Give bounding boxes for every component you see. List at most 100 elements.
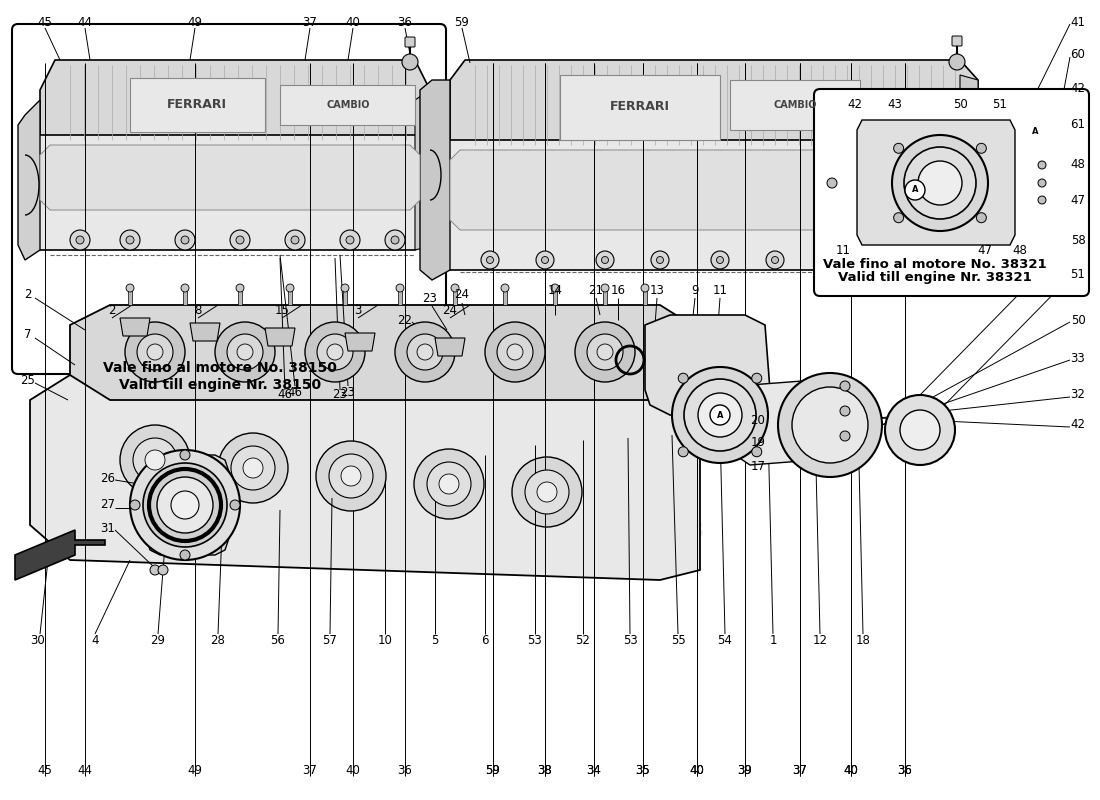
Text: 35: 35 xyxy=(636,763,650,777)
Circle shape xyxy=(341,284,349,292)
Polygon shape xyxy=(857,120,1015,245)
Text: CAMBIO: CAMBIO xyxy=(773,100,816,110)
Circle shape xyxy=(158,565,168,575)
Polygon shape xyxy=(70,305,700,400)
Text: 37: 37 xyxy=(793,763,807,777)
Circle shape xyxy=(143,463,227,547)
Text: 42: 42 xyxy=(1070,418,1086,431)
Circle shape xyxy=(891,257,899,263)
Circle shape xyxy=(710,405,730,425)
Circle shape xyxy=(230,230,250,250)
Text: eurosparts: eurosparts xyxy=(535,516,705,544)
Polygon shape xyxy=(730,80,860,130)
Circle shape xyxy=(316,441,386,511)
Circle shape xyxy=(138,334,173,370)
Circle shape xyxy=(832,257,838,263)
Text: 61: 61 xyxy=(1070,118,1086,131)
Circle shape xyxy=(439,474,459,494)
Polygon shape xyxy=(280,85,415,125)
Circle shape xyxy=(679,374,689,383)
Circle shape xyxy=(395,322,455,382)
Circle shape xyxy=(551,284,559,292)
Text: 47: 47 xyxy=(1070,194,1086,206)
Polygon shape xyxy=(453,290,456,305)
Text: A: A xyxy=(717,410,724,419)
Circle shape xyxy=(641,284,649,292)
Polygon shape xyxy=(130,78,265,132)
Circle shape xyxy=(892,135,988,231)
Polygon shape xyxy=(398,290,402,305)
Circle shape xyxy=(904,147,976,219)
Text: 45: 45 xyxy=(37,15,53,29)
Circle shape xyxy=(512,457,582,527)
Text: A: A xyxy=(912,186,918,194)
Polygon shape xyxy=(450,150,965,230)
Circle shape xyxy=(120,230,140,250)
Circle shape xyxy=(575,322,635,382)
Text: eurosparts: eurosparts xyxy=(535,416,705,444)
Polygon shape xyxy=(128,290,132,305)
Circle shape xyxy=(417,344,433,360)
Circle shape xyxy=(243,458,263,478)
Text: 36: 36 xyxy=(898,763,912,777)
Circle shape xyxy=(672,367,768,463)
Circle shape xyxy=(597,344,613,360)
Text: 29: 29 xyxy=(151,634,165,646)
Circle shape xyxy=(771,257,779,263)
Polygon shape xyxy=(288,290,292,305)
Circle shape xyxy=(236,284,244,292)
Circle shape xyxy=(70,230,90,250)
Circle shape xyxy=(711,251,729,269)
Polygon shape xyxy=(450,60,978,150)
Text: 34: 34 xyxy=(586,763,602,777)
Text: 16: 16 xyxy=(610,283,626,297)
Circle shape xyxy=(145,450,165,470)
Text: 36: 36 xyxy=(397,763,412,777)
Text: 51: 51 xyxy=(1070,269,1086,282)
Circle shape xyxy=(130,450,240,560)
Text: 24: 24 xyxy=(454,289,470,302)
Text: 5: 5 xyxy=(431,634,439,646)
Text: 40: 40 xyxy=(690,763,704,777)
Text: 3: 3 xyxy=(354,303,362,317)
Circle shape xyxy=(1038,161,1046,169)
Circle shape xyxy=(949,54,965,70)
Text: 41: 41 xyxy=(1070,15,1086,29)
Circle shape xyxy=(936,257,944,263)
Circle shape xyxy=(385,230,405,250)
Polygon shape xyxy=(183,290,187,305)
Circle shape xyxy=(126,284,134,292)
Circle shape xyxy=(536,251,554,269)
Text: 11: 11 xyxy=(836,243,850,257)
Text: 59: 59 xyxy=(485,763,501,777)
Text: 56: 56 xyxy=(271,634,285,646)
Text: 59: 59 xyxy=(454,15,470,29)
Text: 50: 50 xyxy=(953,98,967,111)
Text: 2: 2 xyxy=(24,289,32,302)
Polygon shape xyxy=(560,75,720,140)
Text: 45: 45 xyxy=(37,763,53,777)
Text: 49: 49 xyxy=(187,763,202,777)
Text: 52: 52 xyxy=(575,634,591,646)
Text: 30: 30 xyxy=(31,634,45,646)
Circle shape xyxy=(1038,196,1046,204)
Text: 55: 55 xyxy=(671,634,685,646)
Circle shape xyxy=(792,387,868,463)
Text: 40: 40 xyxy=(345,15,361,29)
Text: A: A xyxy=(1032,127,1038,137)
Circle shape xyxy=(1002,137,1018,153)
Text: 23: 23 xyxy=(341,386,355,398)
Circle shape xyxy=(236,344,253,360)
Circle shape xyxy=(601,284,609,292)
Circle shape xyxy=(684,379,756,451)
Text: 42: 42 xyxy=(1070,82,1086,94)
Circle shape xyxy=(840,381,850,391)
Polygon shape xyxy=(644,290,647,305)
Circle shape xyxy=(175,230,195,250)
Text: FERRARI: FERRARI xyxy=(167,98,227,111)
Text: 32: 32 xyxy=(1070,389,1086,402)
Text: 19: 19 xyxy=(750,437,766,450)
Circle shape xyxy=(778,373,882,477)
Circle shape xyxy=(537,482,557,502)
Text: 53: 53 xyxy=(528,634,542,646)
